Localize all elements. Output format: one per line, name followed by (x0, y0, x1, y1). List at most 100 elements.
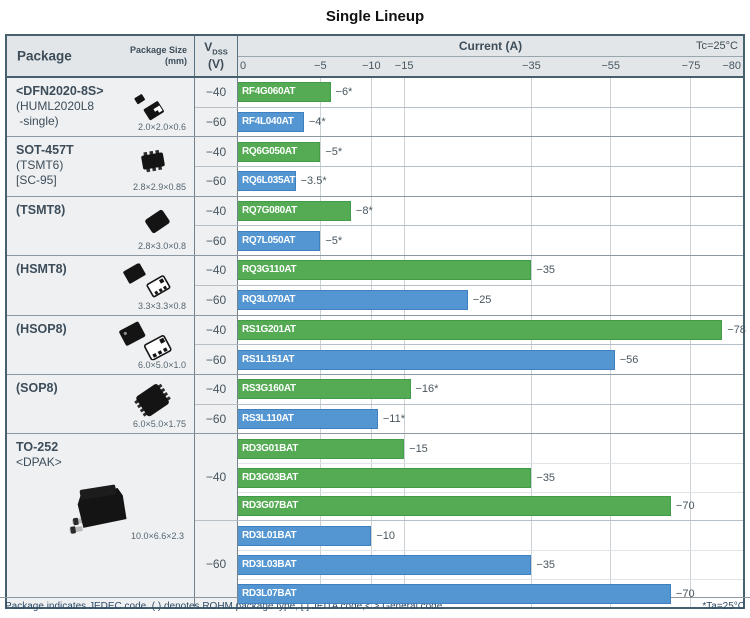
vdss-group: −40 RQ7G080AT −8* (195, 196, 743, 226)
axis-gridline (370, 521, 372, 550)
bar-rows: RS3L110AT −11* (238, 404, 743, 434)
bar-row: RQ6L035AT −3.5* (238, 167, 743, 196)
axis-gridline (690, 492, 692, 521)
bar-rows: RQ7G080AT −8* (238, 196, 743, 226)
package-group: (HSOP8) 6.0×5.0×1.0 −40 RS1G201AT −78 −60 RS1L… (7, 314, 746, 374)
package-cell: (HSMT8) 3.3×3.3×0.8 (7, 256, 195, 315)
part-number-label: RS3G160AT (242, 383, 296, 395)
part-number-label: RD3G07BAT (242, 500, 299, 512)
package-size: 2.0×2.0×0.6 (137, 122, 186, 133)
package-name-line: (HSOP8) (16, 321, 67, 336)
axis-gridline (610, 463, 612, 492)
part-number-label: RD3G01BAT (242, 442, 299, 454)
package-name: (TSMT8) (7, 197, 194, 218)
hsop8-package-icon (118, 320, 174, 365)
axis-gridline (530, 374, 532, 404)
tc-condition-label: Tc=25°C (695, 39, 738, 52)
current-value-label: −5* (325, 145, 343, 158)
current-value-label: −25 (472, 294, 492, 307)
axis-tick-label: −75 (681, 59, 701, 72)
vdss-value: −60 (195, 107, 238, 137)
axis-gridline (610, 521, 612, 550)
axis-tick-label: −10 (361, 59, 381, 72)
axis-gridline (610, 167, 612, 196)
footer-ta-note: *Ta=25°C (702, 601, 745, 612)
current-bar: RF4L040AT (238, 112, 304, 133)
package-size: 6.0×5.0×1.75 (132, 419, 186, 430)
vdss-sub-rows: −40 RD3G01BAT −15 RD3G03BAT −35 RD3G07BAT −70−… (195, 434, 743, 608)
package-name: (SOP8) (7, 375, 194, 396)
axis-gridline (690, 579, 692, 608)
current-value-label: −70 (675, 587, 695, 600)
axis-gridline (370, 196, 372, 226)
current-value-label: −6* (335, 86, 353, 99)
part-number-label: RS3L110AT (242, 412, 294, 424)
vdss-value: −40 (195, 434, 238, 521)
package-header-label: Package (17, 48, 72, 64)
bar-row: RD3G03BAT −35 (238, 462, 743, 492)
bar-row: RF4L040AT −4* (238, 107, 743, 137)
part-number-label: RS1G201AT (242, 323, 296, 335)
axis-gridline (690, 374, 692, 404)
bar-row: RD3L03BAT −35 (238, 550, 743, 579)
part-number-label: RS1L151AT (242, 353, 295, 365)
vdss-value: −60 (195, 404, 238, 434)
axis-gridline (610, 374, 612, 404)
axis-gridline (610, 256, 612, 285)
current-bar: RS3L110AT (238, 408, 378, 429)
axis-gridline (319, 226, 321, 256)
bar-rows: RF4L040AT −4* (238, 107, 743, 137)
part-number-label: RQ3L070AT (242, 294, 296, 306)
bar-row: RD3G07BAT −70 (238, 491, 743, 521)
axis-tick-label: −5 (314, 59, 327, 72)
header-package-cell: Package Package Size (mm) (7, 36, 195, 76)
package-cell: (SOP8) 6.0×5.0×1.75 (7, 374, 195, 434)
axis-gridline (530, 285, 532, 315)
package-cell: <DFN2020-8S> (HUML2020L8 -single) 2.0×2.0×… (7, 78, 195, 137)
package-group: <DFN2020-8S> (HUML2020L8 -single) 2.0×2.0×… (7, 78, 743, 137)
to252-package-icon (59, 479, 137, 548)
vdss-group: −40 RS1G201AT −78 (195, 315, 746, 345)
axis-gridline (319, 107, 321, 137)
table-header: Package Package Size (mm) VDSS (V) Curre… (7, 36, 743, 78)
vdss-group: −60 RQ7L050AT −5* (195, 225, 743, 256)
footer-note: Package indicates JEDEC code. ( ) denote… (5, 601, 446, 612)
current-bar: RD3G07BAT (238, 496, 671, 517)
package-name-line: (HUML2020L8 (16, 99, 95, 113)
bar-rows: RS1L151AT −56 (238, 345, 743, 374)
vdss-group: −40 RF4G060AT −6* (195, 78, 743, 107)
package-size-header-line1: Package Size (129, 45, 187, 55)
package-name: TO-252 <DPAK> (7, 434, 194, 470)
header-current-cell: Current (A) Tc=25°C 0 −5 −10 −15 −35 −55 −75 −8… (238, 36, 743, 76)
package-group: TO-252 <DPAK> 10.0×6.6×2.3 −40 RD3G01BAT −15 R… (7, 433, 743, 608)
bar-rows: RS1G201AT −78 (238, 315, 746, 345)
vdss-value: −60 (195, 285, 238, 315)
vdss-group: −60 RF4L040AT −4* (195, 106, 743, 137)
tsmt8-package-icon (140, 207, 174, 242)
axis-gridline (319, 137, 321, 167)
current-bar: RS1L151AT (238, 349, 615, 370)
axis-gridline (530, 521, 532, 550)
package-name-line: (SOP8) (16, 380, 58, 395)
current-value-label: −15 (409, 442, 428, 455)
current-bar: RQ3L070AT (238, 290, 468, 311)
bar-rows: RD3G01BAT −15 RD3G03BAT −35 RD3G07BAT −70 (238, 434, 743, 521)
vdss-value: −40 (195, 315, 238, 345)
package-cell: (TSMT8) 2.8×3.0×0.8 (7, 196, 195, 256)
package-name-line: <DFN2020-8S> (16, 84, 104, 98)
current-bar: RQ7L050AT (238, 230, 321, 251)
vdss-value: −60 (195, 226, 238, 256)
package-name-line: [SC-95] (16, 173, 57, 188)
bar-rows: RQ6G050AT −5* (238, 137, 743, 167)
bar-row: RF4G060AT −6* (238, 78, 743, 107)
axis-gridline (530, 434, 532, 463)
vdss-value: −60 (195, 521, 238, 608)
vdss-sub-rows: −40 RF4G060AT −6* −60 RF4L040AT −4* (195, 78, 743, 137)
vdss-group: −60 RD3L01BAT −10 RD3L03BAT −35 RD3L07BAT −70 (195, 520, 743, 608)
axis-gridline (610, 107, 612, 137)
header-vdss-cell: VDSS (V) (195, 36, 238, 76)
axis-gridline (370, 137, 372, 167)
bar-rows: RS3G160AT −16* (238, 374, 743, 404)
sop8-package-icon (130, 380, 174, 423)
